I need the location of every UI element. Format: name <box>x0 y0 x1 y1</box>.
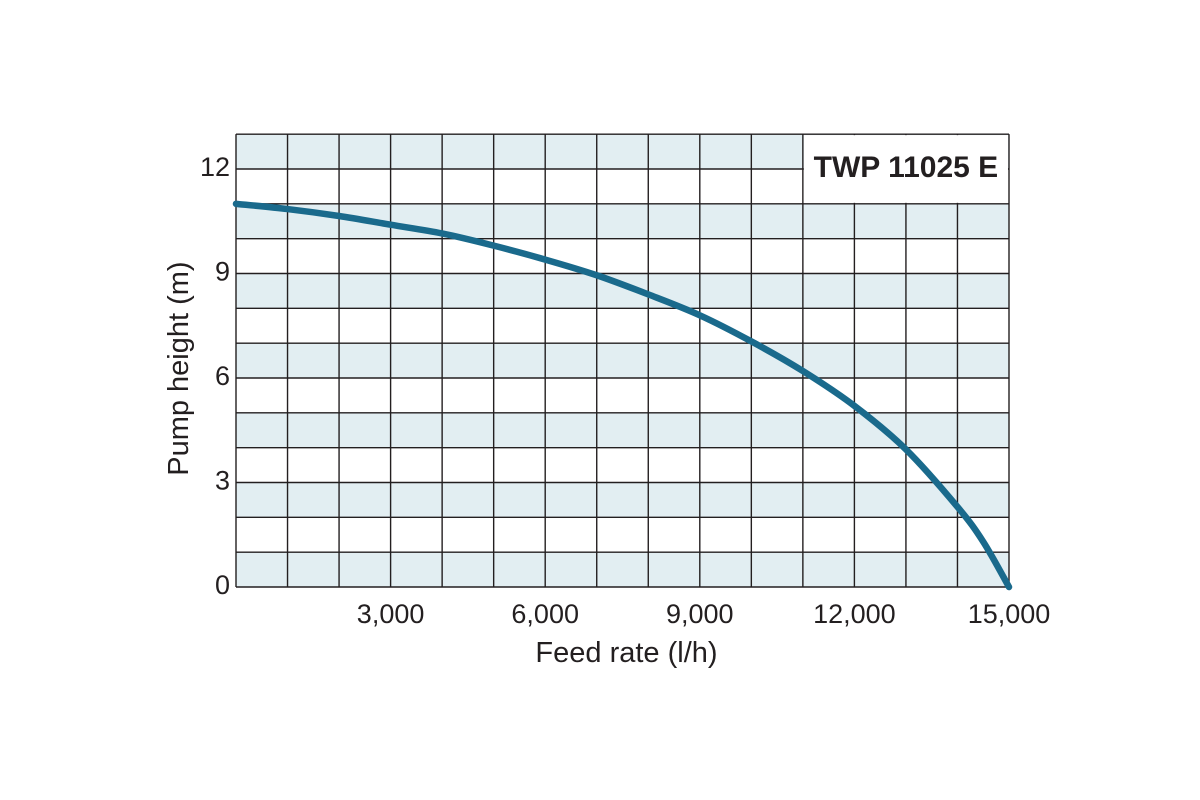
title-box: TWP 11025 E <box>803 135 1008 203</box>
grid-bands <box>236 134 1009 587</box>
x-tick-label: 9,000 <box>666 599 734 629</box>
title-background <box>803 135 1008 203</box>
series-layer <box>232 200 1013 591</box>
grid-band <box>236 343 1009 378</box>
x-tick-label: 12,000 <box>813 599 896 629</box>
y-tick-label: 3 <box>215 466 230 496</box>
x-tick-label: 3,000 <box>357 599 425 629</box>
grid-band <box>236 552 1009 587</box>
y-axis-label: Pump height (m) <box>163 261 195 475</box>
y-tick-label: 0 <box>215 570 230 600</box>
x-tick-label: 15,000 <box>968 599 1051 629</box>
series-line <box>232 200 1013 591</box>
chart-title: TWP 11025 E <box>814 151 999 184</box>
y-tick-label: 6 <box>215 361 230 391</box>
y-tick-label: 9 <box>215 257 230 287</box>
grid-band <box>236 412 1009 448</box>
x-axis-label: Feed rate (l/h) <box>535 637 717 669</box>
y-tick-label: 12 <box>200 152 230 182</box>
grid-lines <box>235 133 1010 588</box>
grid-band <box>236 482 1009 518</box>
x-tick-label: 6,000 <box>511 599 579 629</box>
x-axis-ticks: 3,000 6,000 9,000 12,000 15,000 <box>357 599 1050 629</box>
y-axis-ticks: 0 3 6 9 12 <box>200 152 230 600</box>
grid-band <box>236 273 1009 309</box>
